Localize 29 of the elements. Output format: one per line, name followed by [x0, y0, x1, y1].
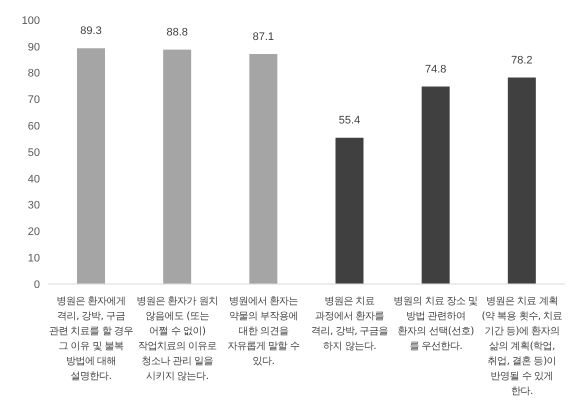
- data-label: 78.2: [511, 54, 533, 67]
- x-tick-label: 병원은 환자가 원치 않음에도 (또는 어쩔 수 없이) 작업치료의 이유로 청소나 관리 일을 시키지 않는다.: [136, 295, 219, 384]
- y-tick-label: 90: [28, 41, 40, 54]
- y-tick-label: 0: [34, 278, 40, 291]
- y-tick-label: 80: [28, 68, 40, 80]
- bar: [508, 78, 536, 284]
- y-tick-label: 70: [28, 94, 40, 106]
- bar: [422, 86, 450, 284]
- bar: [336, 138, 364, 284]
- x-tick-label: 병원의 치료 장소 및 방법 관련하여 환자의 선택(선호)를 우선한다.: [394, 295, 478, 354]
- y-tick-label: 20: [28, 226, 40, 238]
- x-tick-label: 병원은 치료 계획(약 복용 횟수, 치료 기간 등)에 환자의 삶의 계획(학업, 취업, 결혼 등)이 반영될 수 있게 한다.: [480, 295, 564, 399]
- data-label: 88.8: [166, 26, 188, 39]
- x-tick-label: 병원은 치료 과정에서 환자를 격리, 강박, 구금을 하지 않는다.: [310, 295, 390, 354]
- y-tick-label: 50: [28, 146, 40, 159]
- bar: [249, 54, 278, 284]
- x-tick-label: 병원에서 환자는 약물의 부작용에 대한 의견을 자유롭게 말할 수 있다.: [226, 295, 300, 369]
- data-label: 74.8: [424, 64, 446, 76]
- x-tick-label: 병원은 환자에게 격리, 강박, 구금 관련 치료를 할 경우 그 이유 및 불복 방법에 대해 설명한다.: [49, 295, 134, 384]
- y-tick-label: 40: [28, 173, 40, 186]
- data-label: 87.1: [252, 31, 274, 44]
- data-label: 89.3: [80, 25, 102, 38]
- y-tick-label: 10: [28, 252, 40, 265]
- y-tick-label: 30: [28, 200, 40, 212]
- y-tick-label: 60: [28, 120, 40, 133]
- bar: [77, 48, 105, 284]
- bar: [163, 50, 192, 284]
- y-tick-label: 100: [22, 14, 40, 27]
- data-label: 55.4: [338, 114, 360, 127]
